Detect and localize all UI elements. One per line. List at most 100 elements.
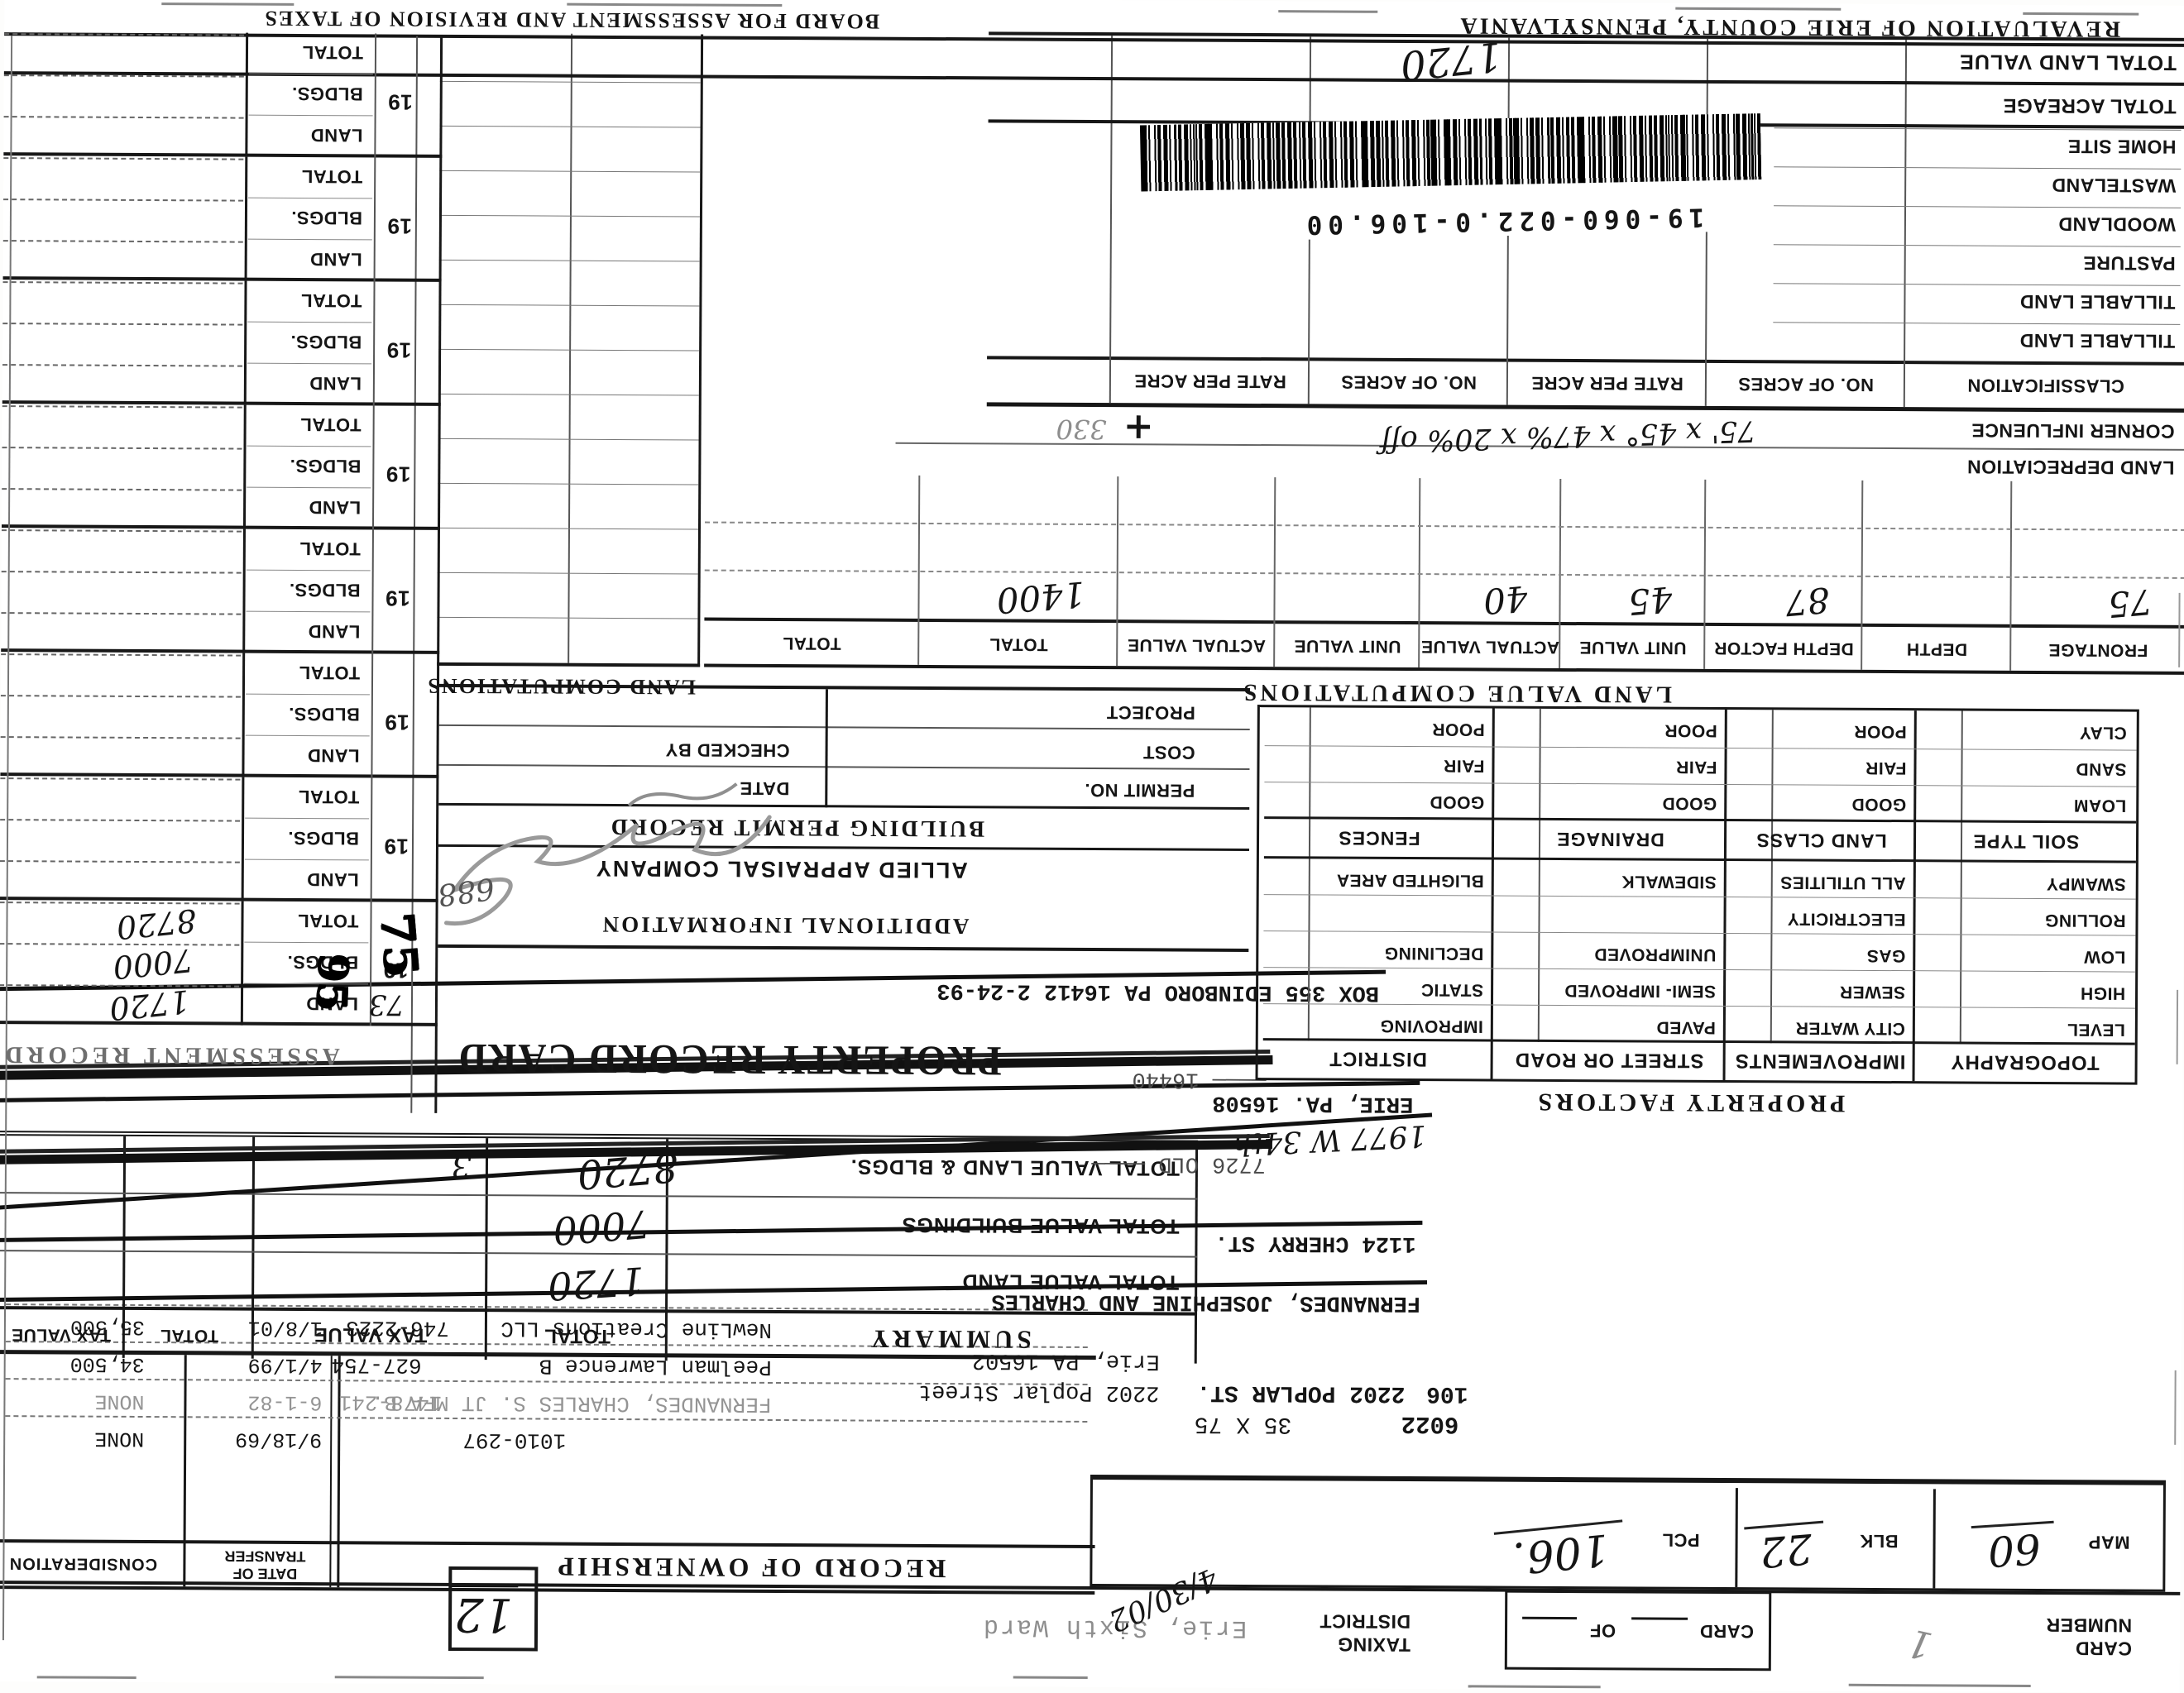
ownership-consideration-label: CONSIDERATION (8, 1554, 158, 1574)
map-band-divider-1 (1933, 1489, 1936, 1589)
parcel-id: 6022 (1401, 1409, 1459, 1438)
pencil-scribble (443, 782, 772, 926)
assessment-year-prefix: 19 (387, 89, 413, 115)
assessment-year-prefix: 19 (384, 710, 410, 735)
ownership-col-divider-1b (329, 1356, 333, 1588)
assessment-row-label: TOTAL (299, 538, 361, 560)
land-value-computations-title: LAND VALUE COMPUTATIONS (1240, 678, 1673, 708)
classification-header: RATE PER ACRE (1530, 372, 1684, 395)
land-computations-grid (437, 32, 704, 667)
assessment-label-rule (246, 610, 371, 613)
assessment-label-rule (246, 569, 371, 572)
assessment-value-rule (2, 364, 243, 367)
ownership-row-date: 6-1-82 (247, 1389, 323, 1415)
card-number-mark: 1 (1903, 1619, 1937, 1669)
assessment-value-rule (0, 819, 241, 822)
factors-cell: POOR (1664, 720, 1717, 740)
factors-cell: GOOD (1662, 793, 1717, 813)
assessment-value-rule (3, 157, 244, 160)
taxing-district-label: TAXING DISTRICT (1319, 1610, 1411, 1657)
scan-noise-dash (1848, 1683, 2031, 1687)
classification-header: CLASSIFICATION (1966, 375, 2124, 397)
assessment-group-rule (0, 1021, 438, 1026)
ownership-row-consideration: NONE (94, 1426, 145, 1451)
factors-section-rule (1264, 816, 2137, 824)
assessment-value-rule (2, 281, 243, 285)
classification-row-label: WASTELAND (2051, 175, 2177, 197)
factors-header: SOIL TYPE (1972, 830, 2080, 854)
assessment-row-label: LAND (306, 869, 359, 891)
factors-cell: IMPROVING (1380, 1016, 1483, 1036)
assessment-row-label: BLDGS. (290, 331, 362, 353)
assessment-value-rule (2, 240, 243, 243)
blk-label: BLK (1859, 1530, 1899, 1552)
assessment-row-label: TOTAL (299, 662, 361, 684)
factors-cell: GAS (1866, 945, 1906, 966)
factors-header: TOPOGRAPHY (1950, 1050, 2100, 1074)
assessment-label-rule (245, 734, 370, 737)
classification-row-label: HOME SITE (2067, 136, 2177, 158)
factors-cell: SIDEWALK (1621, 872, 1717, 892)
factors-cell: BLIGHTED AREA (1336, 870, 1484, 891)
ownership-row-consideration: NONE (94, 1389, 145, 1414)
factors-row-rule (1262, 1003, 2135, 1009)
assessment-value-rule (2, 447, 242, 450)
assessment-row-label: LAND (308, 497, 362, 519)
lvc-value: 87 (1784, 579, 1832, 624)
scan-noise-dash (567, 2, 783, 7)
factors-header: IMPROVEMENTS (1734, 1050, 1906, 1074)
scan-noise-dash (1675, 7, 1842, 11)
assessment-value-rule (1, 612, 242, 615)
assessment-label-rule (244, 858, 369, 861)
factors-cell: SEWER (1839, 982, 1906, 1002)
assessment-bldgs-value: 7000 (111, 941, 195, 986)
assessment-row-label: BLDGS. (287, 827, 360, 849)
assessment-value-rule (4, 33, 245, 36)
lvc-value: 40 (1482, 577, 1530, 622)
assessment-label-rule (245, 693, 370, 696)
classification-total-land-value-label: TOTAL LAND VALUE (1959, 50, 2177, 74)
assessment-label-divider (245, 32, 249, 157)
classification-col-divider (1109, 36, 1114, 404)
lvc-value: 45 (1626, 578, 1674, 623)
assessment-row-label: LAND (310, 125, 363, 146)
assessment-row-label: TOTAL (298, 786, 360, 808)
scan-noise-dash (1468, 1685, 1601, 1689)
factors-section-rule (1263, 856, 2136, 863)
factors-row-rule (1263, 894, 2136, 900)
assessment-value-rule (0, 736, 241, 739)
assessment-year-divider (374, 33, 377, 158)
card-of-blank-2 (1522, 1616, 1578, 1620)
assessment-value-rule (3, 116, 244, 119)
ownership-col-divider-2 (183, 1355, 187, 1587)
assessment-label-divider (241, 777, 245, 901)
scan-noise-dash (36, 1676, 136, 1679)
map-label: MAP (2088, 1532, 2130, 1553)
factors-cell: FAIR (1865, 758, 1907, 778)
ownership-row-rule (5, 1415, 1088, 1423)
factors-cell: ROLLING (2044, 911, 2126, 930)
assessment-year-note: 73 (368, 988, 405, 1021)
scan-noise-dash (2174, 1370, 2177, 1445)
classification-row-label: PASTURE (2082, 252, 2176, 275)
assessment-value-rule (3, 198, 244, 202)
assessment-row-label: TOTAL (297, 910, 359, 932)
factors-group-divider (1722, 710, 1727, 1081)
factors-cell: LOW (2083, 947, 2126, 967)
footer-left: REVALUATION OF ERIE COUNTY, PENNSYLVANIA (1458, 12, 2121, 42)
assessment-year-divider (371, 653, 374, 778)
assessment-year-divider (373, 157, 376, 282)
parcel-street-caps: 2202 POPLAR ST. (1196, 1379, 1406, 1406)
assessment-year-divider (372, 281, 376, 406)
lvc-header: UNIT VALUE (1578, 638, 1687, 658)
summary-col-total-1: TOTAL (544, 1324, 611, 1347)
scan-noise-dash (1013, 1676, 1088, 1679)
classification-row-label: TILLABLE LAND (2019, 329, 2176, 352)
assessment-value-rule (1, 529, 242, 533)
classification-header: RATE PER ACRE (1133, 371, 1286, 393)
assessment-row-label: BLDGS. (289, 579, 361, 601)
assessment-value-rule (1, 653, 242, 657)
marker-note-1: 75 (369, 911, 429, 980)
assessment-land-value: 1720 (108, 983, 191, 1027)
